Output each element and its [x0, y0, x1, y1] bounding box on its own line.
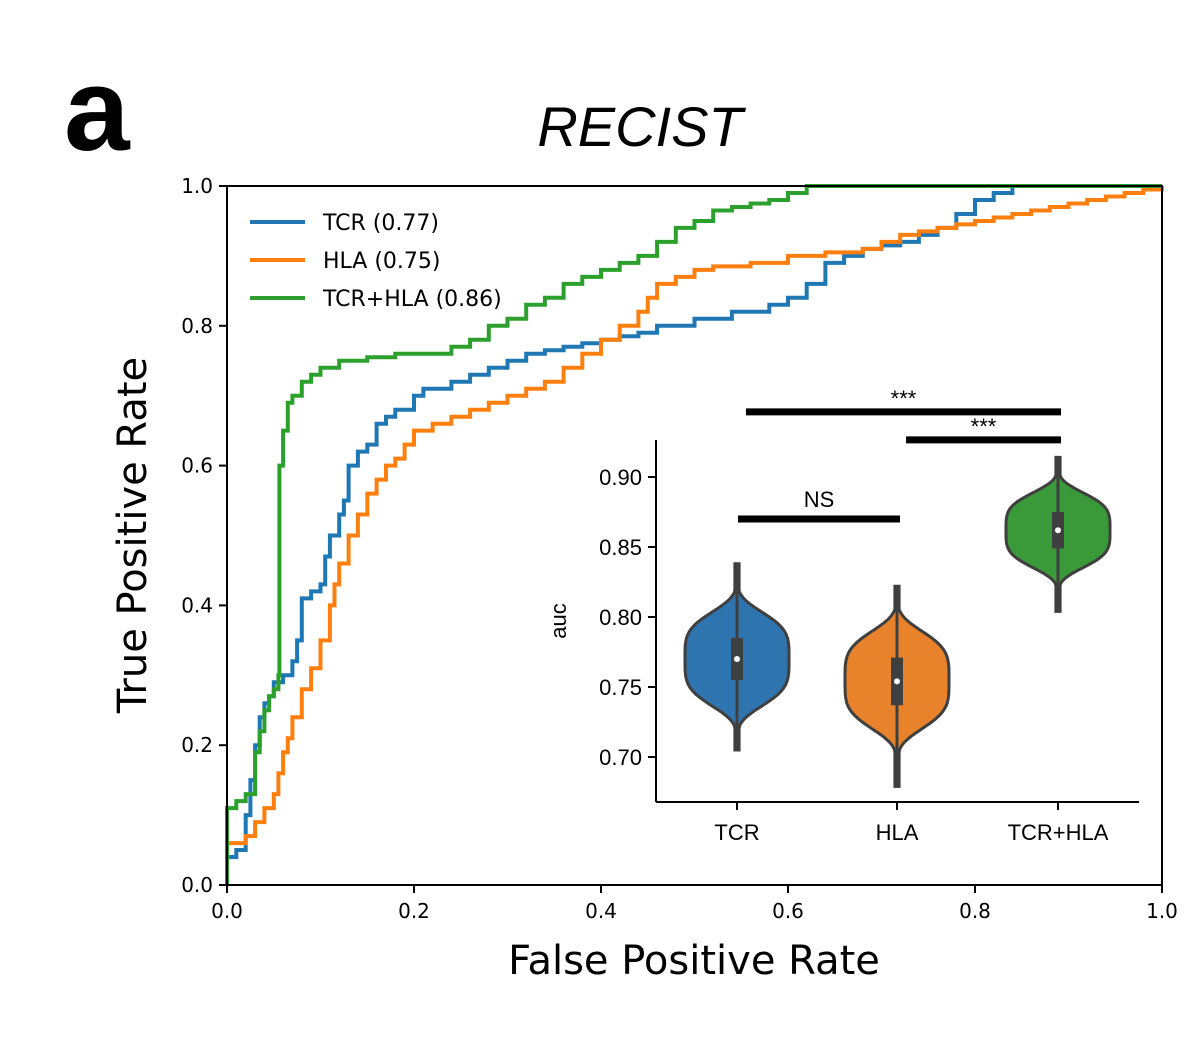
x-axis-ticks: 0.0 0.2 0.4 0.6 0.8 1.0 — [211, 885, 1178, 923]
violin-median-1 — [894, 678, 900, 685]
x-tick-label: 0.4 — [585, 899, 617, 923]
x-axis-title: False Positive Rate — [508, 938, 880, 984]
inset-x-tick-label: TCR+HLA — [1008, 820, 1109, 845]
chart-title: RECIST — [537, 95, 746, 158]
violin-median-0 — [734, 656, 740, 662]
significance-label-2: *** — [891, 386, 917, 411]
inset-y-tick-label: 0.90 — [599, 465, 642, 490]
y-tick-label: 0.6 — [181, 454, 213, 478]
violin-inset: 0.70 0.75 0.80 0.85 0.90 TCR HLA TCR+HLA auc N… — [546, 386, 1139, 845]
x-tick-label: 0.8 — [959, 899, 991, 923]
roc-line-0 — [225, 184, 1162, 871]
legend-label-0: TCR (0.77) — [322, 211, 439, 236]
significance-label-1: *** — [971, 414, 997, 439]
y-tick-label: 0.8 — [181, 314, 213, 338]
x-tick-label: 0.0 — [211, 899, 243, 923]
x-tick-label: 0.2 — [398, 899, 430, 923]
legend: TCR (0.77) HLA (0.75) TCR+HLA (0.86) — [250, 211, 502, 312]
violins — [683, 455, 1112, 788]
inset-y-tick-label: 0.80 — [599, 605, 642, 630]
legend-label-2: TCR+HLA (0.86) — [322, 287, 502, 312]
roc-lines — [225, 184, 1164, 885]
significance-label-0: NS — [804, 487, 835, 512]
x-tick-label: 0.6 — [772, 899, 804, 923]
panel-letter: a — [64, 44, 131, 176]
inset-y-tick-label: 0.75 — [599, 675, 642, 700]
y-tick-label: 0.4 — [181, 593, 213, 617]
inset-x-tick-label: TCR — [714, 820, 759, 845]
y-tick-label: 1.0 — [181, 174, 213, 198]
plot-frame — [226, 185, 1163, 886]
x-tick-label: 1.0 — [1146, 899, 1178, 923]
y-axis-title: True Positive Rate — [110, 357, 156, 714]
inset-x-tick-label: HLA — [876, 820, 919, 845]
roc-line-1 — [225, 186, 1164, 864]
violin-median-2 — [1055, 527, 1061, 534]
roc-plot: 0.0 0.2 0.4 0.6 0.8 1.0 0.0 0.2 0.4 0.6 0.8 1.0 Fa… — [110, 174, 1178, 984]
inset-y-axis-title: auc — [546, 603, 571, 638]
y-tick-label: 0.2 — [181, 733, 213, 757]
inset-y-tick-label: 0.85 — [599, 535, 642, 560]
y-tick-label: 0.0 — [181, 873, 213, 897]
roc-line-2 — [225, 184, 1162, 885]
inset-y-tick-label: 0.70 — [599, 745, 642, 770]
inset-x-ticks: TCR HLA TCR+HLA — [714, 802, 1109, 845]
legend-label-1: HLA (0.75) — [323, 249, 441, 274]
y-axis-ticks: 0.0 0.2 0.4 0.6 0.8 1.0 — [181, 174, 227, 897]
significance-bars: NS *** *** — [738, 386, 1061, 523]
inset-y-ticks: 0.70 0.75 0.80 0.85 0.90 — [599, 465, 656, 770]
